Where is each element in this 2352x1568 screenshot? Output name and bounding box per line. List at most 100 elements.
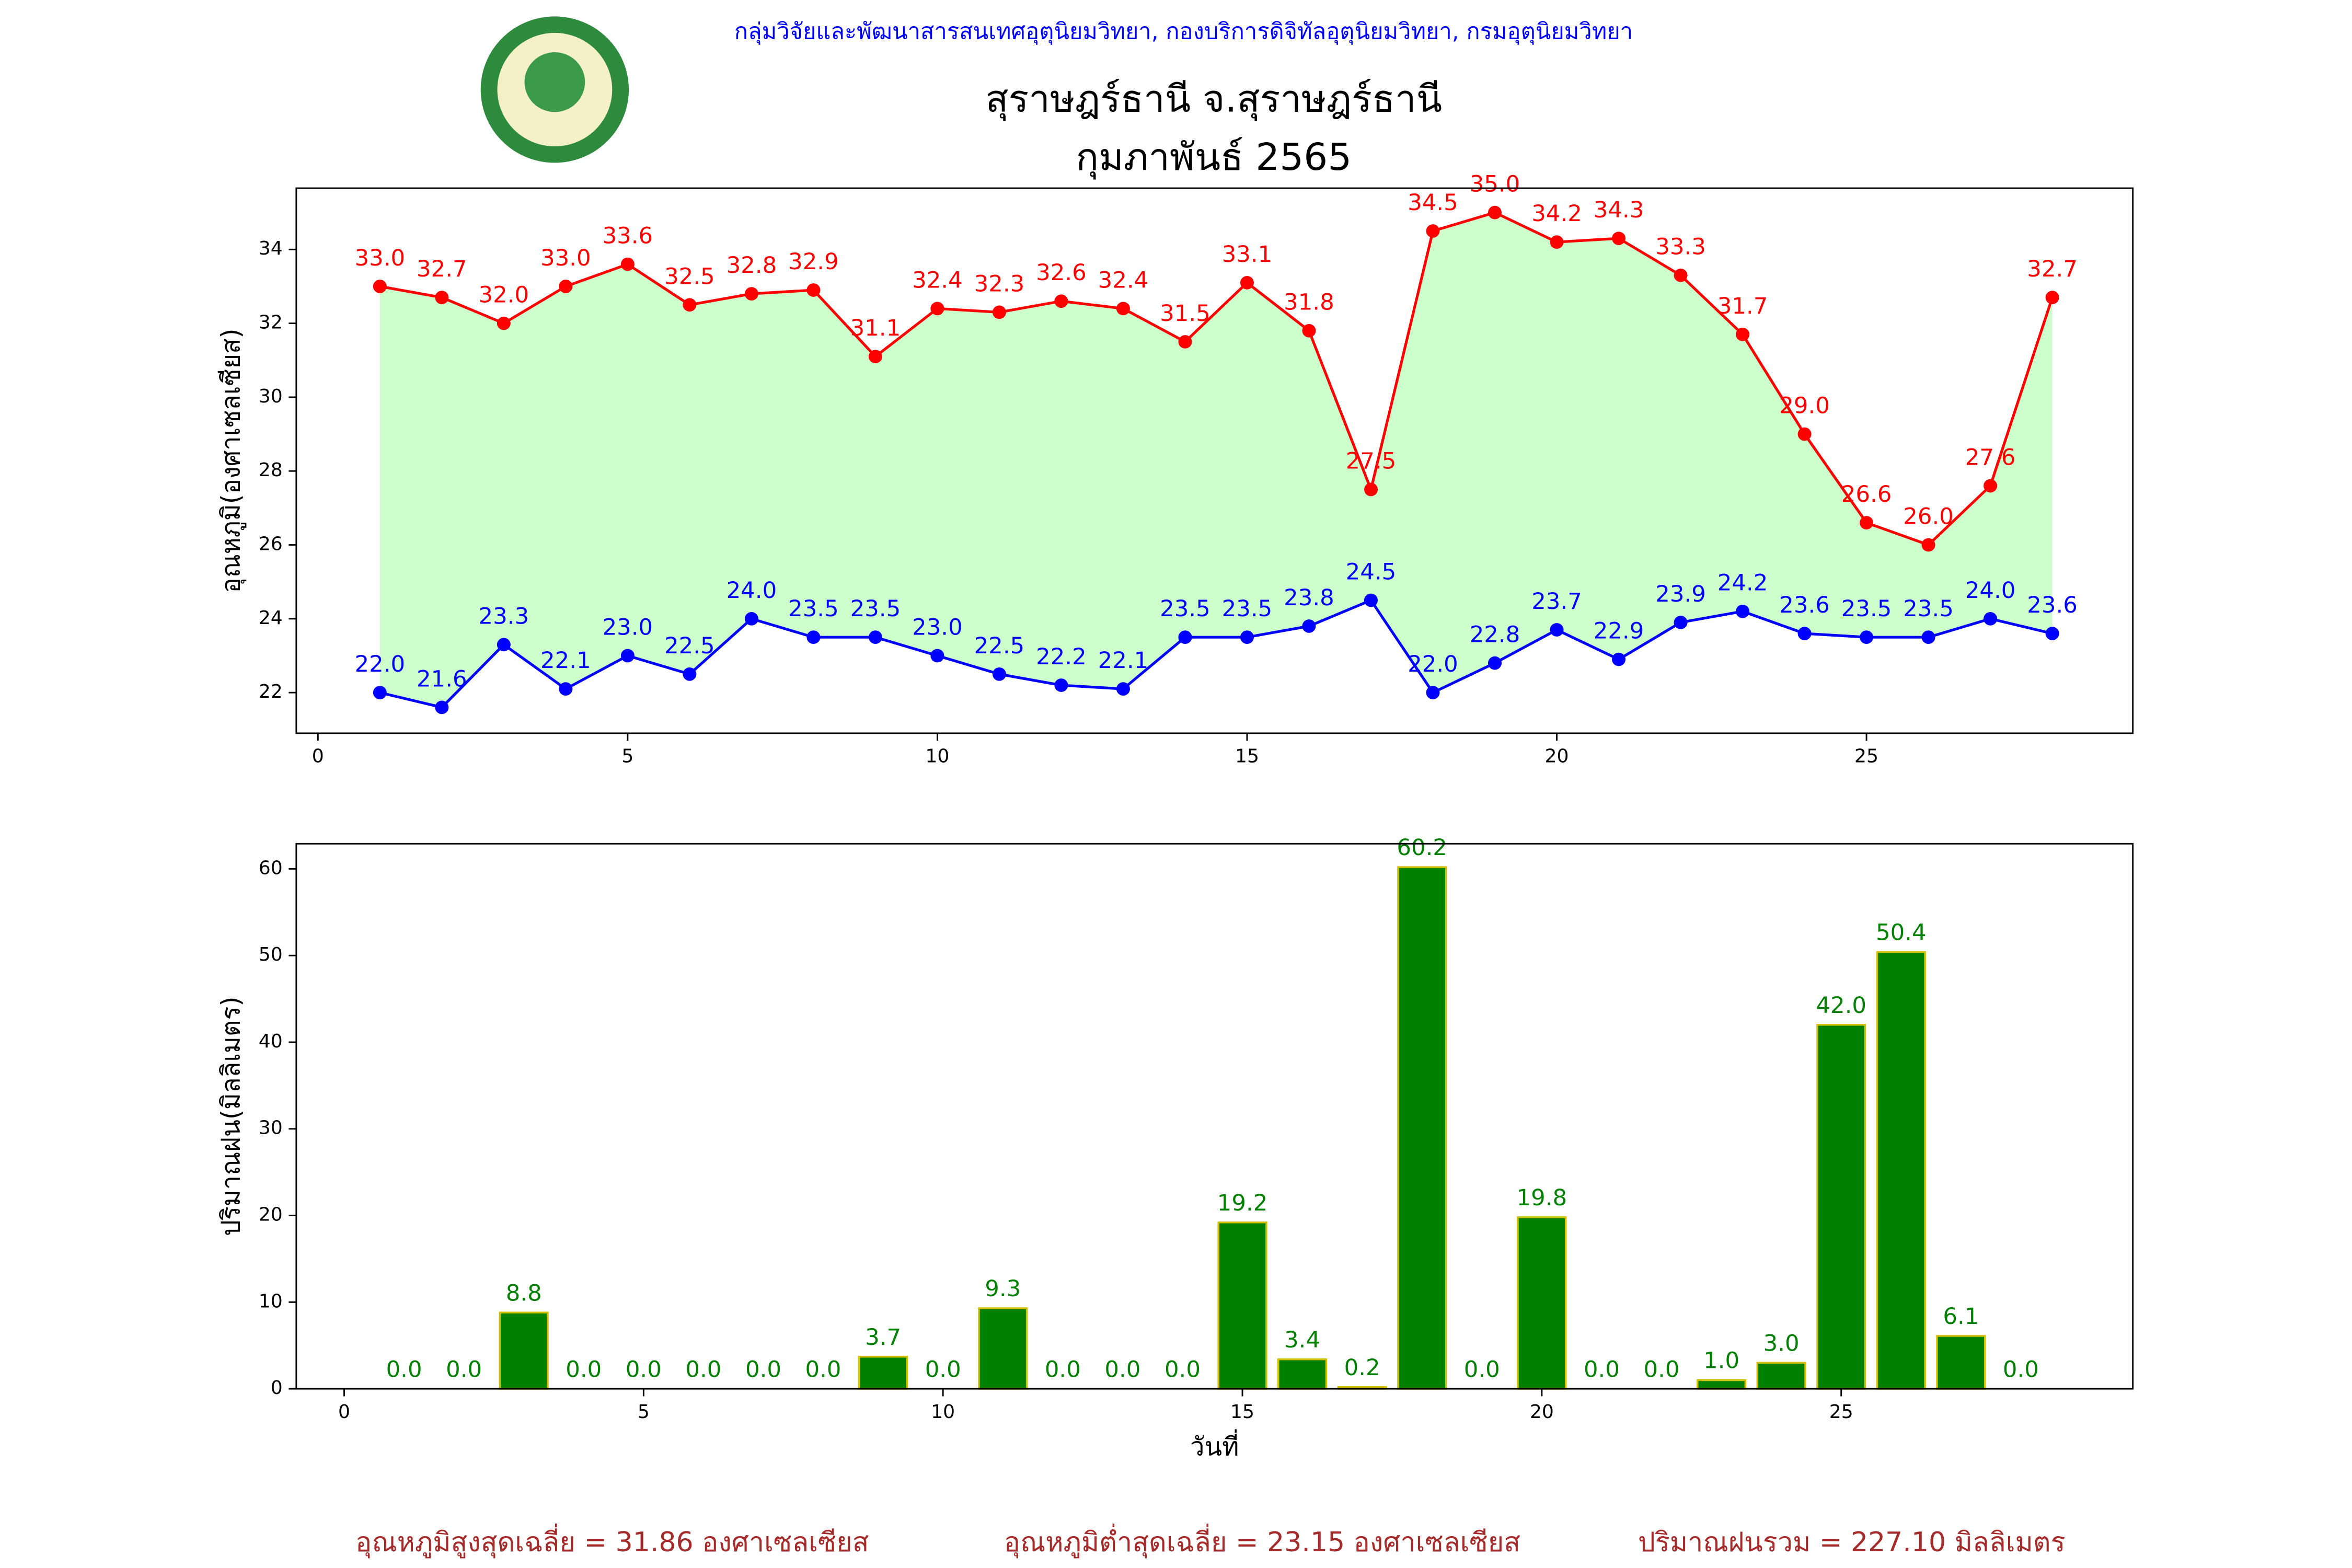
chart-title: สุราษฎร์ธานี จ.สุราษฎร์ธานี xyxy=(985,77,1442,121)
data-label: 0.2 xyxy=(1344,1355,1380,1381)
x-tick-label: 25 xyxy=(1829,1401,1853,1423)
bar xyxy=(858,1356,908,1390)
data-point xyxy=(930,649,944,663)
data-point xyxy=(1302,619,1316,633)
data-label: 0.0 xyxy=(2003,1357,2039,1383)
data-label: 23.3 xyxy=(479,604,529,630)
data-label: 23.9 xyxy=(1655,581,1706,607)
x-tick-label: 5 xyxy=(638,1401,650,1423)
data-label: 27.6 xyxy=(1965,445,2016,471)
data-label: 60.2 xyxy=(1397,835,1447,861)
data-label: 32.7 xyxy=(417,256,467,282)
y-tick-label: 30 xyxy=(259,1117,283,1139)
data-point xyxy=(1240,630,1254,644)
bar xyxy=(499,1311,549,1390)
data-point xyxy=(1364,482,1378,497)
data-point xyxy=(1426,686,1440,699)
footer-stat: อุณหภูมิสูงสุดเฉลี่ย = 31.86 องศาเซลเซีย… xyxy=(355,1524,869,1559)
y-tick-label: 26 xyxy=(259,534,283,555)
data-point xyxy=(1488,205,1502,220)
data-label: 26.0 xyxy=(1903,504,1954,530)
data-point xyxy=(1984,479,1998,493)
series-line xyxy=(379,211,2054,547)
x-tick-label: 0 xyxy=(338,1401,350,1423)
data-label: 22.1 xyxy=(1098,648,1149,674)
data-point xyxy=(806,630,821,644)
data-label: 34.3 xyxy=(1594,197,1644,223)
data-label: 31.8 xyxy=(1284,290,1334,316)
data-point xyxy=(1921,630,1935,644)
data-label: 23.5 xyxy=(1222,596,1273,622)
data-point xyxy=(373,280,387,293)
data-label: 23.5 xyxy=(1903,596,1954,622)
org-name: กลุ่มวิจัยและพัฒนาสารสนเทศอุตุนิยมวิทยา,… xyxy=(734,19,1633,45)
data-label: 22.0 xyxy=(355,651,406,677)
data-label: 0.0 xyxy=(745,1357,781,1383)
data-point xyxy=(373,686,387,699)
x-tick-label: 15 xyxy=(1235,746,1259,767)
data-label: 0.0 xyxy=(386,1357,422,1383)
fill-between xyxy=(379,212,2053,708)
data-label: 22.0 xyxy=(1408,651,1458,677)
data-label: 32.3 xyxy=(974,271,1025,297)
data-label: 42.0 xyxy=(1816,993,1866,1019)
data-point xyxy=(1612,232,1626,245)
data-label: 23.6 xyxy=(1779,592,1830,618)
data-label: 33.0 xyxy=(355,245,406,271)
data-label: 23.6 xyxy=(2027,592,2078,618)
data-point xyxy=(1364,593,1378,607)
data-point xyxy=(620,257,635,271)
series-line xyxy=(379,598,2053,709)
y-tick-label: 34 xyxy=(259,238,283,259)
data-point xyxy=(1860,630,1874,644)
data-label: 26.6 xyxy=(1841,481,1892,508)
data-point xyxy=(1240,276,1254,290)
data-point xyxy=(744,612,758,626)
y-tick-label: 28 xyxy=(259,459,283,481)
data-label: 24.5 xyxy=(1346,559,1397,585)
data-point xyxy=(559,682,573,696)
data-label: 33.6 xyxy=(603,223,653,249)
data-label: 22.2 xyxy=(1036,644,1087,670)
data-point xyxy=(1860,516,1874,529)
y-tick-label: 24 xyxy=(259,607,283,629)
data-label: 31.1 xyxy=(850,315,901,341)
footer-stat: อุณหภูมิต่ำสุดเฉลี่ย = 23.15 องศาเซลเซีย… xyxy=(1004,1524,1520,1559)
data-label: 32.5 xyxy=(664,264,715,290)
data-label: 0.0 xyxy=(1464,1357,1500,1383)
data-label: 32.6 xyxy=(1036,260,1087,286)
data-label: 0.0 xyxy=(626,1357,662,1383)
data-label: 0.0 xyxy=(1644,1357,1680,1383)
data-label: 23.5 xyxy=(788,596,839,622)
data-label: 32.4 xyxy=(912,268,963,294)
data-label: 32.8 xyxy=(727,252,777,279)
data-point xyxy=(1612,652,1626,666)
y-tick-label: 20 xyxy=(259,1204,283,1226)
y-tick-label: 32 xyxy=(259,312,283,333)
bar xyxy=(1876,951,1926,1390)
data-point xyxy=(1984,612,1998,626)
data-point xyxy=(1921,538,1935,552)
y-tick-label: 0 xyxy=(271,1377,283,1399)
data-point xyxy=(435,291,449,304)
data-label: 32.4 xyxy=(1098,268,1149,294)
data-label: 9.3 xyxy=(985,1276,1021,1302)
data-label: 23.5 xyxy=(850,596,901,622)
y-tick-label: 60 xyxy=(259,858,283,879)
data-label: 33.3 xyxy=(1655,234,1706,260)
data-label: 1.0 xyxy=(1703,1348,1739,1374)
footer-stat: ปริมาณฝนรวม = 227.10 มิลลิเมตร xyxy=(1638,1527,2066,1558)
data-label: 27.5 xyxy=(1346,448,1397,475)
data-point xyxy=(930,302,944,316)
y-axis-label: อุณหภูมิ(องศาเซลเซียส) xyxy=(216,328,246,593)
chart-subtitle: กุมภาพันธ์ 2565 xyxy=(1076,135,1352,180)
bar xyxy=(1936,1335,1986,1390)
data-point xyxy=(992,667,1006,681)
plot-frame xyxy=(295,187,2134,734)
data-point xyxy=(1116,302,1130,316)
x-tick-label: 0 xyxy=(312,746,324,767)
data-point xyxy=(1116,682,1130,696)
data-point xyxy=(1797,427,1812,441)
data-label: 29.0 xyxy=(1779,393,1830,419)
data-label: 22.8 xyxy=(1470,622,1520,648)
